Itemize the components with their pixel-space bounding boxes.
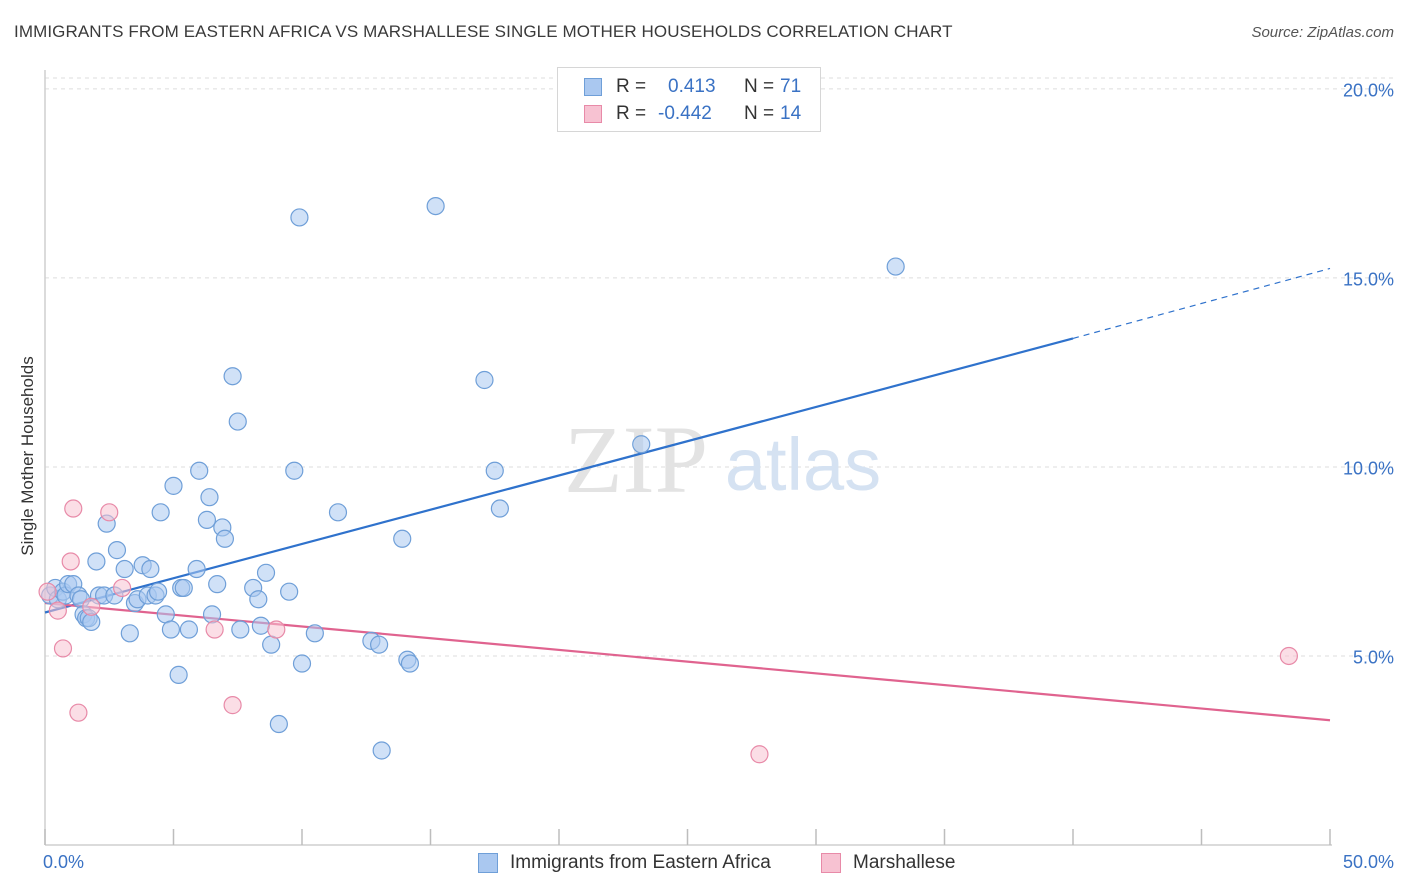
point-eastern-africa [169,665,188,684]
point-eastern-africa [197,510,217,529]
x-tick-label-min: 0.0% [43,852,85,872]
point-marshallese [267,620,286,639]
point-eastern-africa [251,616,270,635]
source-label: Source: ZipAtlas.com [1251,24,1394,41]
point-eastern-africa [115,559,134,579]
watermark-atlas: atlas [725,423,881,506]
watermark-zip: ZIP [564,406,708,513]
x-ticks [44,829,1331,845]
point-eastern-africa [174,578,193,598]
point-eastern-africa [228,412,247,431]
series-legend: Immigrants from Eastern Africa Marshalle… [0,852,1406,878]
point-marshallese [1279,646,1298,666]
point-marshallese [750,745,769,764]
point-eastern-africa [161,620,181,639]
trend-line-eastern-africa-extension [1072,267,1331,339]
point-eastern-africa [393,529,412,548]
point-eastern-africa [156,605,175,624]
point-eastern-africa [208,575,227,594]
y-tick-label: 15.0% [1342,269,1394,290]
point-eastern-africa [87,552,106,571]
legend-item-eastern-africa[interactable]: Immigrants from Eastern Africa [478,852,771,874]
point-marshallese [61,552,80,571]
legend-swatch-blue [478,853,498,873]
legend-n-value: 71 [780,76,802,97]
point-eastern-africa [200,488,219,507]
legend-n-label: N = [744,76,775,97]
point-eastern-africa [202,605,222,624]
legend-n-label: N = [744,103,775,124]
legend-row-marshallese: R = -0.442 N = 14 [584,102,801,126]
point-eastern-africa [249,590,268,609]
point-eastern-africa [82,612,101,632]
legend-row-eastern-africa: R = 0.413 N = 71 [584,75,801,99]
legend-swatch-pink [821,853,841,873]
chart-title: IMMIGRANTS FROM EASTERN AFRICA VS MARSHA… [14,22,953,41]
axes [44,70,1332,846]
correlation-legend: R = 0.413 N = 71 R = -0.442 N = 14 [557,67,821,132]
legend-r-label: R = [616,103,647,124]
point-eastern-africa [120,624,139,643]
point-eastern-africa [148,582,168,601]
point-eastern-africa [190,461,209,480]
point-eastern-africa [426,196,445,216]
point-eastern-africa [231,620,250,639]
point-eastern-africa [151,503,170,522]
point-eastern-africa [400,654,420,673]
y-tick-label: 20.0% [1342,80,1394,101]
trend-line-eastern-africa [44,337,1074,614]
legend-n-value: 14 [780,103,802,124]
point-marshallese [223,696,242,715]
point-eastern-africa [141,559,160,579]
point-eastern-africa [370,635,389,654]
point-marshallese [69,703,88,722]
point-eastern-africa [262,635,281,654]
legend-swatch-pink [584,105,602,123]
point-eastern-africa [886,257,905,276]
x-tick-label-max: 50.0% [1342,852,1394,872]
point-eastern-africa [280,582,299,601]
point-eastern-africa [475,370,494,390]
point-eastern-africa [328,503,348,522]
point-eastern-africa [292,654,312,673]
watermark: ZIP atlas [564,406,881,513]
point-eastern-africa [285,461,304,480]
point-eastern-africa [632,435,651,454]
point-eastern-africa [490,499,509,518]
point-eastern-africa [215,529,234,548]
point-eastern-africa [164,476,183,495]
y-tick-label: 5.0% [1352,647,1394,668]
legend-label: Marshallese [853,852,956,873]
legend-r-value: 0.413 [668,76,716,97]
point-eastern-africa [372,741,391,760]
point-marshallese [112,578,132,598]
point-marshallese [53,639,73,658]
point-marshallese [48,601,67,620]
grid-lines [45,77,1395,657]
legend-swatch-blue [584,78,602,96]
point-eastern-africa [290,208,309,227]
legend-item-marshallese[interactable]: Marshallese [821,852,955,874]
point-eastern-africa [107,541,127,560]
point-eastern-africa [269,714,288,734]
legend-r-value: -0.442 [658,103,712,124]
point-eastern-africa [305,624,324,643]
point-marshallese [38,582,57,601]
point-eastern-africa [485,461,504,480]
point-eastern-africa [187,559,206,579]
point-marshallese [64,499,83,518]
data-points [38,196,1298,764]
legend-label: Immigrants from Eastern Africa [510,852,771,873]
point-eastern-africa [223,367,242,386]
y-tick-label: 10.0% [1342,458,1394,479]
point-marshallese [205,620,224,639]
point-marshallese [82,597,101,616]
point-eastern-africa [256,563,276,582]
y-axis-label: Single Mother Households [18,356,37,556]
point-marshallese [100,503,119,522]
legend-r-label: R = [616,76,647,97]
point-eastern-africa [179,620,199,639]
